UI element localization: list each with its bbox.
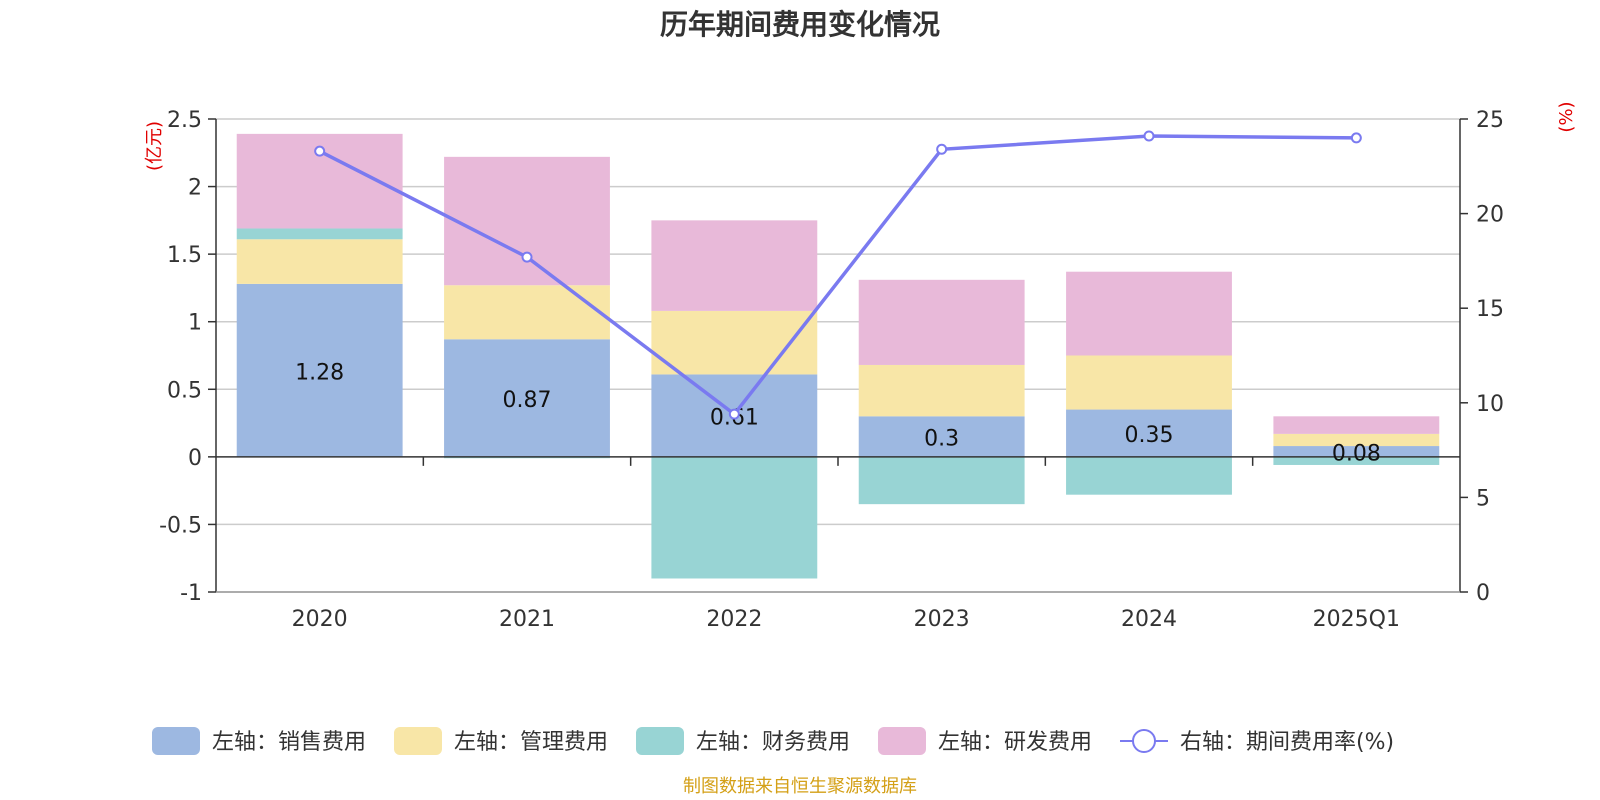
- bar-3-2025Q1: [1273, 416, 1440, 434]
- legend-swatch-2: [636, 727, 684, 755]
- rate-line-group: [314, 130, 1362, 420]
- bar-1-2025Q1: [1273, 433, 1440, 447]
- legend-label-1: 左轴：管理费用: [454, 730, 608, 755]
- bar-2-2022: [651, 456, 818, 579]
- bars-group: [236, 133, 1440, 579]
- bar-2-2023: [858, 456, 1025, 505]
- bar-3-2024: [1066, 271, 1232, 356]
- rate-point: [314, 145, 326, 157]
- rate-point: [728, 408, 740, 420]
- left-tick-label: 0.5: [167, 378, 202, 403]
- rate-line: [318, 134, 1357, 417]
- bar-0-2025Q1: [1273, 446, 1440, 457]
- right-tick-label: 20: [1476, 203, 1504, 228]
- legend-label-0: 左轴：销售费用: [212, 730, 366, 755]
- bar-1-2020: [236, 239, 403, 284]
- left-tick-label: 0: [188, 446, 202, 471]
- legend: 左轴：销售费用 左轴：管理费用 左轴：财务费用 左轴：研发费用 右轴：期间费用率(%): [152, 727, 1394, 755]
- bar-2-2025Q1: [1273, 456, 1440, 465]
- grid-lines: [216, 118, 1460, 593]
- legend-label-2: 左轴：财务费用: [696, 730, 850, 755]
- left-axis-unit: (亿元): [144, 121, 165, 171]
- legend-swatch-1: [394, 727, 442, 755]
- left-tick-label: -1: [180, 581, 202, 606]
- rate-point: [1143, 130, 1155, 142]
- axes-group: -1 -0.5 0 0.5 1 1.5 2 2.5 0 5 10 15 20 25 2020 2021 2022…: [159, 108, 1504, 632]
- right-axis-unit: (%): [1556, 101, 1577, 132]
- bar-value-label: 1.28: [295, 360, 344, 385]
- left-tick-label: -0.5: [159, 513, 202, 538]
- bar-value-label: 0.08: [1332, 441, 1381, 466]
- legend-label-3: 左轴：研发费用: [938, 730, 1092, 755]
- bar-3-2023: [858, 279, 1025, 365]
- bar-0-2023: [858, 416, 1025, 457]
- right-tick-label: 0: [1476, 581, 1490, 606]
- source-note: 制图数据来自恒生聚源数据库: [683, 776, 917, 797]
- bar-value-label: 0.87: [503, 388, 552, 413]
- category-label: 2024: [1121, 607, 1177, 632]
- category-label: 2022: [706, 607, 762, 632]
- right-tick-label: 5: [1476, 486, 1490, 511]
- left-tick-label: 2.5: [167, 108, 202, 133]
- legend-swatch-0: [152, 727, 200, 755]
- right-tick-label: 15: [1476, 297, 1504, 322]
- bar-1-2024: [1066, 355, 1232, 410]
- bar-3-2021: [444, 156, 610, 286]
- legend-circle-icon: [1132, 729, 1156, 753]
- bar-0-2020: [236, 283, 403, 457]
- chart-title: 历年期间费用变化情况: [660, 8, 940, 41]
- bar-0-2021: [444, 339, 610, 457]
- right-tick-label: 25: [1476, 108, 1504, 133]
- left-tick-label: 1.5: [167, 243, 202, 268]
- bar-1-2023: [858, 364, 1025, 417]
- category-label: 2020: [292, 607, 348, 632]
- right-tick-label: 10: [1476, 392, 1504, 417]
- rate-point: [1350, 132, 1362, 144]
- legend-swatch-3: [878, 727, 926, 755]
- bar-1-2021: [444, 285, 610, 340]
- category-label: 2023: [914, 607, 970, 632]
- bar-2-2020: [236, 228, 403, 240]
- bar-0-2024: [1066, 409, 1232, 457]
- category-label: 2025Q1: [1313, 607, 1400, 632]
- bar-2-2024: [1066, 456, 1232, 495]
- left-tick-label: 2: [188, 176, 202, 201]
- rate-point: [936, 143, 948, 155]
- left-tick-label: 1: [188, 311, 202, 336]
- bar-3-2022: [651, 220, 818, 311]
- rate-point: [521, 251, 533, 263]
- bar-value-label: 0.3: [924, 427, 959, 452]
- bar-value-label: 0.35: [1125, 423, 1174, 448]
- category-label: 2021: [499, 607, 555, 632]
- legend-label-4: 右轴：期间费用率(%): [1180, 730, 1394, 755]
